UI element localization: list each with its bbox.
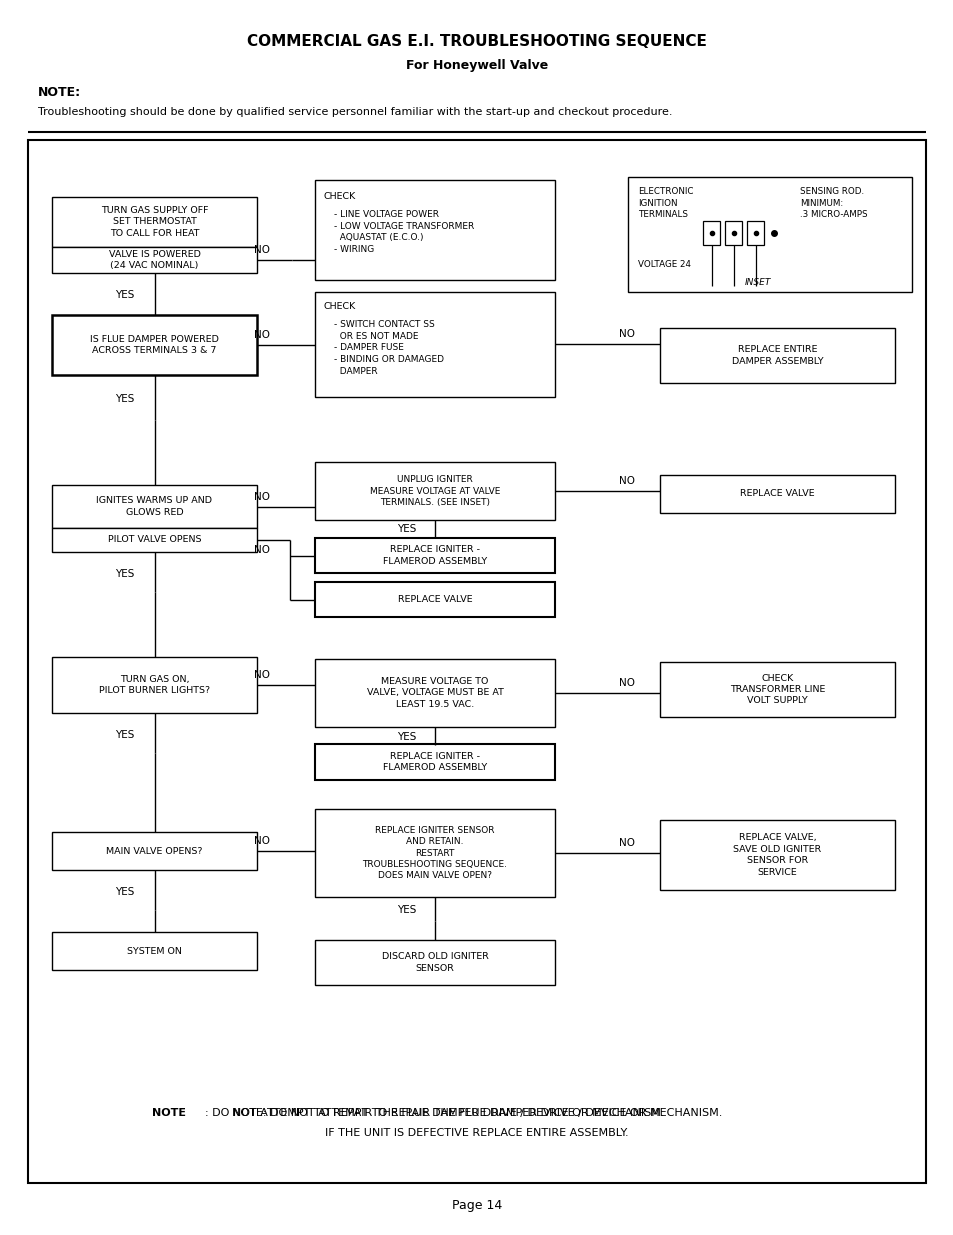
Bar	[52, 315, 256, 375]
Text: NO: NO	[253, 545, 270, 555]
Bar	[659, 820, 894, 890]
Text: MAIN VALVE OPENS?: MAIN VALVE OPENS?	[106, 846, 203, 856]
Bar	[52, 932, 256, 969]
Text: NO: NO	[253, 492, 270, 501]
Text: UNPLUG IGNITER
MEASURE VOLTAGE AT VALVE
TERMINALS. (SEE INSET): UNPLUG IGNITER MEASURE VOLTAGE AT VALVE …	[370, 475, 499, 506]
Bar	[746, 221, 763, 245]
Bar	[314, 582, 555, 618]
Bar	[314, 743, 555, 781]
Text: REPLACE VALVE: REPLACE VALVE	[740, 489, 814, 499]
Text: NO: NO	[253, 836, 270, 846]
Text: CHECK: CHECK	[324, 303, 355, 311]
Text: YES: YES	[114, 887, 134, 897]
Text: YES: YES	[396, 732, 416, 742]
Text: YES: YES	[396, 905, 416, 915]
Bar	[314, 291, 555, 396]
Text: REPLACE IGNITER -
FLAMEROD ASSEMBLY: REPLACE IGNITER - FLAMEROD ASSEMBLY	[382, 752, 487, 772]
Bar	[52, 485, 256, 529]
Bar	[314, 462, 555, 520]
Text: NO: NO	[253, 245, 270, 254]
Bar	[724, 221, 741, 245]
Text: NO: NO	[618, 330, 635, 340]
Text: REPLACE IGNITER SENSOR
AND RETAIN.
RESTART
TROUBLESHOOTING SEQUENCE.
DOES MAIN V: REPLACE IGNITER SENSOR AND RETAIN. RESTA…	[362, 826, 507, 881]
Text: YES: YES	[114, 290, 134, 300]
Text: For Honeywell Valve: For Honeywell Valve	[405, 58, 548, 72]
Bar	[314, 180, 555, 280]
Text: IS FLUE DAMPER POWERED
ACROSS TERMINALS 3 & 7: IS FLUE DAMPER POWERED ACROSS TERMINALS …	[90, 335, 218, 356]
Text: NO: NO	[618, 678, 635, 688]
Bar	[659, 475, 894, 513]
Text: YES: YES	[114, 394, 134, 404]
Text: CHECK: CHECK	[324, 191, 355, 201]
Text: NO: NO	[618, 839, 635, 848]
Text: CHECK
TRANSFORMER LINE
VOLT SUPPLY: CHECK TRANSFORMER LINE VOLT SUPPLY	[729, 673, 824, 705]
Text: IGNITES WARMS UP AND
GLOWS RED: IGNITES WARMS UP AND GLOWS RED	[96, 496, 213, 516]
Text: REPLACE IGNITER -
FLAMEROD ASSEMBLY: REPLACE IGNITER - FLAMEROD ASSEMBLY	[382, 546, 487, 566]
Bar	[52, 657, 256, 713]
Text: YES: YES	[114, 569, 134, 579]
Bar	[627, 177, 911, 291]
Bar	[314, 538, 555, 573]
Text: YES: YES	[396, 524, 416, 534]
Text: NO: NO	[618, 475, 635, 487]
Text: Troubleshooting should be done by qualified service personnel familiar with the : Troubleshooting should be done by qualif…	[38, 107, 672, 117]
Text: REPLACE ENTIRE
DAMPER ASSEMBLY: REPLACE ENTIRE DAMPER ASSEMBLY	[731, 346, 822, 366]
Bar	[52, 247, 256, 273]
Bar	[314, 940, 555, 986]
Text: SENSING ROD.
MINIMUM:
.3 MICRO-AMPS: SENSING ROD. MINIMUM: .3 MICRO-AMPS	[800, 186, 866, 220]
Bar	[28, 140, 925, 1183]
Bar	[314, 659, 555, 727]
Text: YES: YES	[114, 730, 134, 740]
Text: VOLTAGE 24: VOLTAGE 24	[638, 259, 690, 268]
Text: NO: NO	[253, 330, 270, 340]
Bar	[52, 198, 256, 247]
Text: NOTE: NOTE	[152, 1108, 186, 1118]
Bar	[659, 662, 894, 718]
Bar	[314, 809, 555, 897]
Bar	[52, 832, 256, 869]
Text: ELECTRONIC
IGNITION
TERMINALS: ELECTRONIC IGNITION TERMINALS	[638, 186, 693, 220]
Text: MEASURE VOLTAGE TO
VALVE, VOLTAGE MUST BE AT
LEAST 19.5 VAC.: MEASURE VOLTAGE TO VALVE, VOLTAGE MUST B…	[366, 677, 503, 709]
Text: REPLACE VALVE: REPLACE VALVE	[397, 595, 472, 604]
Bar	[659, 329, 894, 383]
Bar	[702, 221, 720, 245]
Text: - SWITCH CONTACT SS
  OR ES NOT MADE
- DAMPER FUSE
- BINDING OR DAMAGED
  DAMPER: - SWITCH CONTACT SS OR ES NOT MADE - DAM…	[334, 320, 443, 375]
Text: SYSTEM ON: SYSTEM ON	[127, 946, 182, 956]
Text: : DO NOT ATTEMPT TO REPAIR THE FLUE DAMPER DRIVE / DEVICE OR MECHANISM.: : DO NOT ATTEMPT TO REPAIR THE FLUE DAMP…	[205, 1108, 664, 1118]
Text: - LINE VOLTAGE POWER
- LOW VOLTAGE TRANSFORMER
  AQUASTAT (E.C.O.)
- WIRING: - LINE VOLTAGE POWER - LOW VOLTAGE TRANS…	[334, 210, 474, 254]
Text: TURN GAS SUPPLY OFF
SET THERMOSTAT
TO CALL FOR HEAT: TURN GAS SUPPLY OFF SET THERMOSTAT TO CA…	[101, 206, 208, 238]
Text: PILOT VALVE OPENS: PILOT VALVE OPENS	[108, 536, 201, 545]
Text: NOTE:: NOTE:	[38, 86, 81, 100]
Text: VALVE IS POWERED
(24 VAC NOMINAL): VALVE IS POWERED (24 VAC NOMINAL)	[109, 249, 200, 270]
Text: DISCARD OLD IGNITER
SENSOR: DISCARD OLD IGNITER SENSOR	[381, 952, 488, 973]
Text: REPLACE VALVE,
SAVE OLD IGNITER
SENSOR FOR
SERVICE: REPLACE VALVE, SAVE OLD IGNITER SENSOR F…	[733, 834, 821, 877]
Text: NOTE: DO NOT ATTEMPT TO REPAIR THE FLUE DAMPER DRIVE / DEVICE OR MECHANISM.: NOTE: DO NOT ATTEMPT TO REPAIR THE FLUE …	[232, 1108, 721, 1118]
Bar	[52, 529, 256, 552]
Text: INSET: INSET	[744, 278, 770, 287]
Text: TURN GAS ON,
PILOT BURNER LIGHTS?: TURN GAS ON, PILOT BURNER LIGHTS?	[99, 674, 210, 695]
Text: Page 14: Page 14	[452, 1198, 501, 1212]
Text: IF THE UNIT IS DEFECTIVE REPLACE ENTIRE ASSEMBLY.: IF THE UNIT IS DEFECTIVE REPLACE ENTIRE …	[325, 1128, 628, 1137]
Text: NO: NO	[253, 671, 270, 680]
Text: COMMERCIAL GAS E.I. TROUBLESHOOTING SEQUENCE: COMMERCIAL GAS E.I. TROUBLESHOOTING SEQU…	[247, 35, 706, 49]
